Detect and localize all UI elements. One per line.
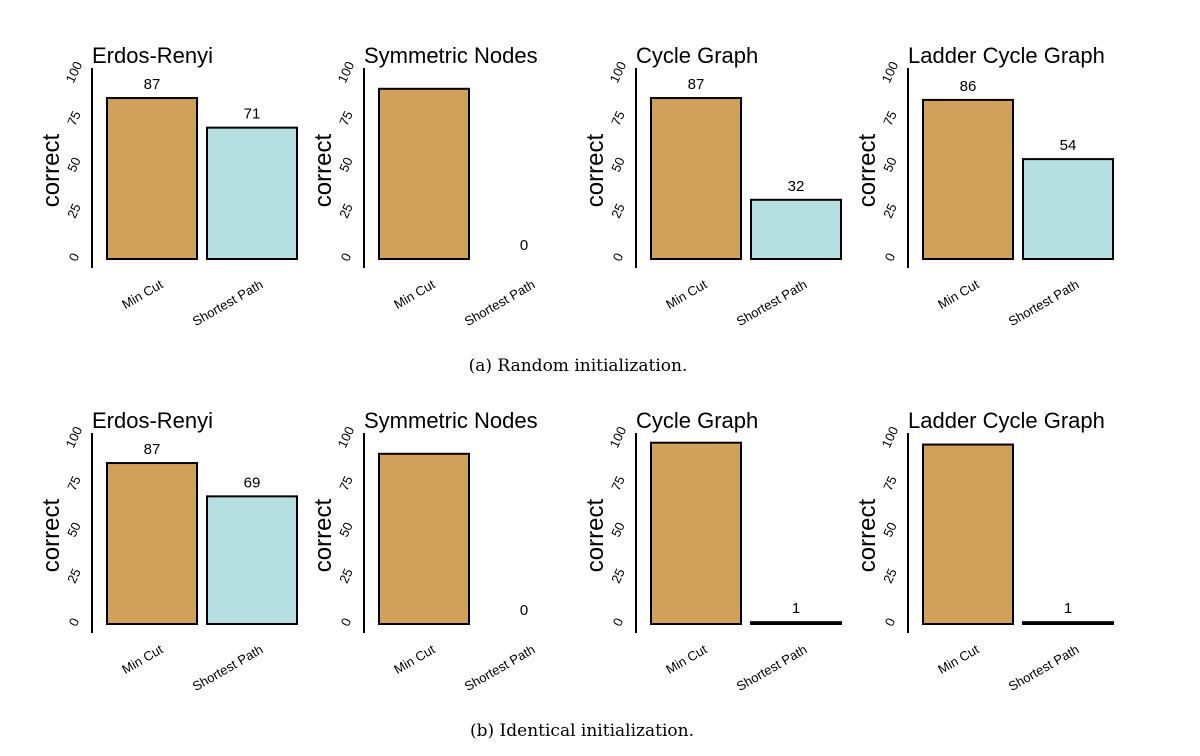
chart-title: Ladder Cycle Graph xyxy=(908,43,1105,68)
data-label: 32 xyxy=(788,178,805,195)
y-tick-label: 25 xyxy=(64,201,84,220)
y-axis-label: correct xyxy=(38,499,65,573)
y-tick-label: 50 xyxy=(608,520,628,539)
chart-title: Ladder Cycle Graph xyxy=(908,408,1105,433)
chart-title: Symmetric Nodes xyxy=(364,408,538,433)
caption-row-b: (b) Identical initialization. xyxy=(470,721,694,741)
chart-title: Symmetric Nodes xyxy=(364,43,538,68)
chart-title: Erdos-Renyi xyxy=(92,408,213,433)
data-label: 86 xyxy=(960,78,977,95)
data-label: 87 xyxy=(144,441,161,458)
y-tick-label: 75 xyxy=(336,109,356,128)
bar xyxy=(1022,621,1114,626)
y-tick-label: 25 xyxy=(880,566,900,585)
chart-title: Cycle Graph xyxy=(636,43,758,68)
bar xyxy=(206,495,298,626)
bar xyxy=(106,97,198,260)
data-label: 1 xyxy=(1064,600,1072,617)
y-tick-label: 25 xyxy=(880,201,900,220)
bar xyxy=(750,198,842,261)
y-tick-label: 75 xyxy=(336,474,356,493)
data-label: 71 xyxy=(244,106,261,123)
y-axis-label: correct xyxy=(854,134,881,208)
y-tick-label: 25 xyxy=(64,566,84,585)
data-label: 87 xyxy=(144,76,161,93)
bar xyxy=(650,97,742,260)
bar xyxy=(378,452,470,625)
y-tick-label: 75 xyxy=(880,109,900,128)
bar xyxy=(750,621,842,626)
y-tick-label: 25 xyxy=(336,201,356,220)
y-tick-label: 25 xyxy=(336,566,356,585)
y-tick-label: 50 xyxy=(880,520,900,539)
bar xyxy=(206,126,298,261)
y-tick-label: 25 xyxy=(608,201,628,220)
bar xyxy=(1022,158,1114,261)
y-tick-label: 50 xyxy=(880,155,900,174)
y-tick-label: 25 xyxy=(608,566,628,585)
bar xyxy=(650,441,742,626)
y-tick-label: 75 xyxy=(880,474,900,493)
y-axis-label: correct xyxy=(582,499,609,573)
bar xyxy=(922,98,1014,261)
y-tick-label: 50 xyxy=(336,520,356,539)
data-label: 0 xyxy=(520,602,528,619)
data-label: 54 xyxy=(1060,137,1077,154)
bar xyxy=(922,443,1014,625)
y-axis-label: correct xyxy=(854,499,881,573)
bar xyxy=(106,462,198,625)
y-tick-label: 75 xyxy=(64,474,84,493)
bar xyxy=(378,87,470,260)
y-tick-label: 50 xyxy=(336,155,356,174)
data-label: 69 xyxy=(244,474,261,491)
y-tick-label: 50 xyxy=(64,520,84,539)
y-axis-label: correct xyxy=(38,134,65,208)
y-axis-label: correct xyxy=(310,499,337,573)
caption-row-a: (a) Random initialization. xyxy=(469,356,688,376)
y-axis-label: correct xyxy=(310,134,337,208)
y-tick-label: 50 xyxy=(608,155,628,174)
chart-title: Erdos-Renyi xyxy=(92,43,213,68)
data-label: 0 xyxy=(520,237,528,254)
y-axis-label: correct xyxy=(582,134,609,208)
y-tick-label: 75 xyxy=(64,109,84,128)
data-label: 87 xyxy=(688,76,705,93)
data-label: 1 xyxy=(792,600,800,617)
y-tick-label: 75 xyxy=(608,109,628,128)
y-tick-label: 75 xyxy=(608,474,628,493)
chart-title: Cycle Graph xyxy=(636,408,758,433)
y-tick-label: 50 xyxy=(64,155,84,174)
